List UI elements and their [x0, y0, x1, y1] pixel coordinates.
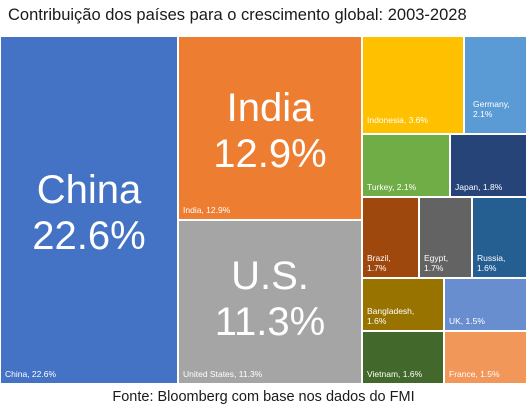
tile-big-value: 11.3% [214, 300, 326, 344]
tile-big-name: U.S. [231, 254, 309, 298]
treemap-tile-india: India 12.9% India, 12.9% [178, 36, 362, 220]
tile-label: France, 1.5% [449, 369, 500, 379]
tile-big-label: U.S. 11.3% [179, 253, 361, 345]
tile-label: Bangladesh, 1.6% [367, 306, 415, 326]
tile-label: Germany, 2.1% [473, 99, 510, 119]
tile-label: UK, 1.5% [449, 316, 485, 326]
tile-label: China, 22.6% [5, 369, 57, 379]
treemap-tile-france: France, 1.5% [444, 331, 527, 384]
tile-label: Turkey, 2.1% [367, 182, 417, 192]
tile-label: India, 12.9% [183, 205, 231, 215]
tile-label: Brazil, 1.7% [367, 253, 391, 273]
tile-big-value: 12.9% [213, 132, 327, 176]
treemap-tile-turkey: Turkey, 2.1% [362, 134, 450, 197]
tile-big-label: China 22.6% [1, 167, 177, 259]
treemap-tile-indonesia: Indonesia, 3.6% [362, 36, 464, 134]
tile-label: Japan, 1.8% [455, 182, 503, 192]
treemap-tile-vietnam: Vietnam, 1.6% [362, 331, 444, 384]
chart-title: Contribuição dos países para o crescimen… [8, 6, 467, 24]
tile-label: Indonesia, 3.6% [367, 115, 428, 125]
treemap-chart: China 22.6% China, 22.6% India 12.9% India, 1… [0, 36, 527, 384]
tile-label: Russia, 1.6% [477, 253, 506, 273]
source-note: Fonte: Bloomberg com base nos dados do F… [112, 389, 415, 405]
tile-label: Egypt, 1.7% [424, 253, 449, 273]
treemap-tile-brazil: Brazil, 1.7% [362, 197, 419, 278]
treemap-tile-united-states: U.S. 11.3% United States, 11.3% [178, 220, 362, 384]
tile-big-name: India [226, 86, 314, 130]
treemap-tile-china: China 22.6% China, 22.6% [0, 36, 178, 384]
treemap-tile-uk: UK, 1.5% [444, 278, 527, 331]
treemap-tile-japan: Japan, 1.8% [450, 134, 527, 197]
tile-big-value: 22.6% [32, 214, 146, 258]
treemap-tile-germany: Germany, 2.1% [464, 36, 527, 134]
tile-label: United States, 11.3% [183, 369, 263, 379]
tile-big-label: India 12.9% [179, 85, 361, 177]
treemap-tile-russia: Russia, 1.6% [472, 197, 527, 278]
tile-label: Vietnam, 1.6% [367, 369, 423, 379]
treemap-tile-bangladesh: Bangladesh, 1.6% [362, 278, 444, 331]
tile-big-name: China [36, 168, 142, 212]
treemap-tile-egypt: Egypt, 1.7% [419, 197, 472, 278]
